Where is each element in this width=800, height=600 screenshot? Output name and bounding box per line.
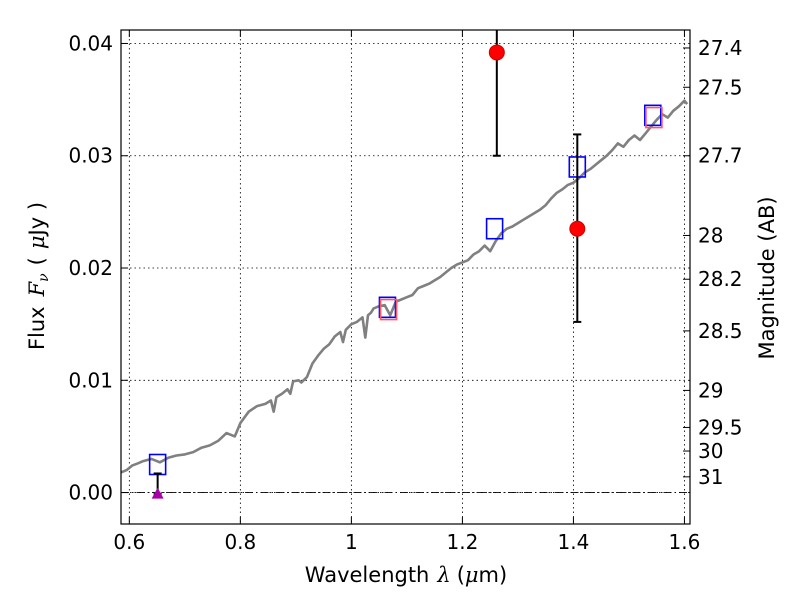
magnitude-tick-label: 27.7 [698, 144, 743, 168]
model-photometry-square [645, 106, 663, 129]
magnitude-tick-label: 28.2 [698, 267, 743, 291]
y-tick-label: 0.01 [68, 368, 113, 392]
magnitude-tick-label: 29.5 [698, 415, 743, 439]
model-photometry-square [378, 296, 397, 319]
y-axis-unit-open: ( [25, 257, 49, 265]
magnitude-tick-label: 28.5 [698, 319, 743, 343]
magnitude-tick-label: 30 [698, 439, 723, 463]
magnitude-tick-label: 27.4 [698, 36, 743, 60]
y-axis-unit-rest: Jy ) [25, 202, 49, 238]
x-tick-label: 1.4 [558, 530, 590, 554]
x-axis-lambda-symbol: λ [436, 563, 450, 587]
model-photometry-square [644, 104, 662, 127]
upper-limit-triangle [151, 487, 164, 499]
data-layer [120, 30, 689, 499]
x-tick-label: 0.6 [113, 530, 145, 554]
model-photometry-square [485, 217, 504, 240]
sed-model-line [120, 99, 689, 474]
x-tick-label: 1.2 [446, 530, 478, 554]
observed-flux-point [569, 220, 586, 237]
x-axis-unit-rest: m) [479, 563, 508, 587]
model-photometry-square [379, 298, 398, 321]
grid-layer [121, 30, 690, 524]
x-tick-label: 1.6 [669, 530, 701, 554]
observed-flux-point [488, 44, 505, 61]
magnitude-tick-label: 28 [698, 223, 723, 247]
magnitude-tick-label: 27.5 [698, 75, 743, 99]
y-axis-nu-subscript: ν [36, 273, 52, 282]
y-tick-label: 0.04 [68, 31, 113, 55]
magnitude-axis-label: Magnitude (AB) [755, 196, 779, 359]
y-axis-unit-mu: μ [25, 235, 49, 249]
x-axis-label-prefix: Wavelength [305, 563, 430, 587]
magnitude-tick-label: 31 [698, 465, 723, 489]
x-axis-unit-mu: μ [465, 563, 479, 587]
y-tick-label: 0.02 [68, 256, 113, 280]
y-axis-label: Flux Fν ( μJy ) [25, 202, 52, 350]
tick-layer: 0.6 0.8 1 1.2 1.4 1.6 0.00 0.01 0.02 0.03 0.04 27.4… [68, 30, 743, 554]
magnitude-tick-label: 29 [698, 378, 723, 402]
model-photometry-square [148, 453, 167, 476]
x-tick-label: 0.8 [224, 530, 256, 554]
y-tick-label: 0.00 [68, 481, 113, 505]
x-axis-label: Wavelength λ (μm) [305, 563, 507, 587]
plot-frame [120, 29, 691, 525]
x-axis-unit-open: ( [457, 563, 465, 587]
y-axis-label-prefix: Flux [25, 306, 49, 350]
x-tick-label: 1 [345, 530, 358, 554]
y-axis-flux-symbol: F [25, 280, 49, 297]
y-tick-label: 0.03 [68, 144, 113, 168]
